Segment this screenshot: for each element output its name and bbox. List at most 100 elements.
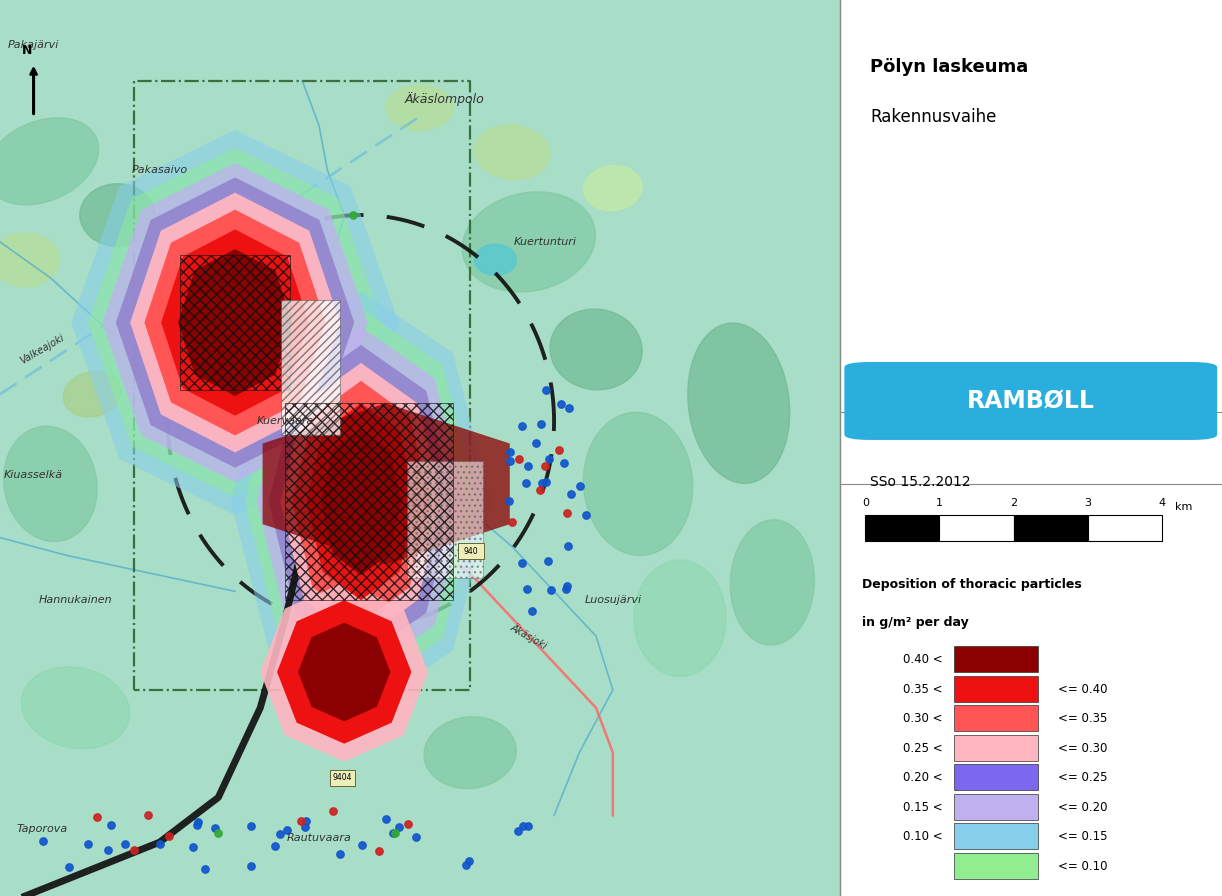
Text: Kuertunturi: Kuertunturi — [514, 237, 577, 247]
Point — [376, 812, 396, 826]
Polygon shape — [269, 345, 453, 659]
Point — [539, 452, 558, 466]
Point — [385, 826, 404, 840]
Point — [78, 837, 98, 851]
Ellipse shape — [688, 323, 789, 484]
Point — [517, 582, 536, 596]
Point — [532, 476, 551, 490]
Polygon shape — [260, 582, 428, 762]
Text: Pakajärvi: Pakajärvi — [7, 39, 60, 50]
Point — [500, 454, 519, 469]
Point — [188, 818, 208, 832]
Text: <= 0.40: <= 0.40 — [1057, 683, 1107, 695]
Text: 0.25 <: 0.25 < — [903, 742, 943, 754]
Text: 3: 3 — [1084, 498, 1091, 508]
Text: Kiuasselkä: Kiuasselkä — [4, 470, 64, 480]
Point — [323, 804, 342, 818]
Point — [530, 417, 550, 431]
Point — [241, 819, 260, 833]
Point — [555, 456, 574, 470]
Point — [513, 819, 533, 833]
Point — [551, 397, 571, 411]
Bar — [954, 705, 1039, 731]
Bar — [954, 823, 1039, 849]
Bar — [954, 735, 1039, 761]
Point — [270, 826, 290, 840]
Point — [518, 819, 538, 833]
Point — [556, 582, 576, 597]
Point — [558, 538, 578, 553]
Polygon shape — [298, 623, 390, 721]
Point — [517, 477, 536, 491]
Point — [398, 817, 418, 831]
Ellipse shape — [583, 412, 693, 556]
Ellipse shape — [64, 372, 121, 417]
Ellipse shape — [474, 244, 517, 275]
FancyBboxPatch shape — [844, 362, 1217, 440]
Point — [370, 844, 390, 858]
Text: 940: 940 — [463, 547, 478, 556]
Polygon shape — [407, 461, 483, 578]
Ellipse shape — [634, 560, 726, 676]
Bar — [1013, 514, 1088, 541]
Bar — [865, 514, 940, 541]
Point — [101, 818, 121, 832]
Text: Äkäslompolo: Äkäslompolo — [404, 91, 485, 106]
Point — [557, 579, 577, 593]
Text: 0.40 <: 0.40 < — [903, 653, 943, 666]
Point — [331, 847, 351, 861]
Text: RAMBØLL: RAMBØLL — [967, 389, 1095, 413]
Bar — [954, 646, 1039, 672]
Point — [98, 843, 117, 857]
Text: 0.20 <: 0.20 < — [903, 771, 943, 784]
Point — [576, 508, 595, 522]
Text: <= 0.20: <= 0.20 — [1057, 801, 1107, 814]
Point — [183, 840, 203, 854]
Ellipse shape — [4, 426, 98, 541]
Polygon shape — [116, 177, 354, 468]
Point — [205, 821, 225, 835]
Point — [406, 830, 425, 844]
Text: <= 0.15: <= 0.15 — [1057, 831, 1107, 843]
Point — [571, 478, 590, 493]
Point — [530, 483, 550, 497]
Polygon shape — [178, 249, 292, 396]
Polygon shape — [277, 600, 412, 744]
Point — [291, 814, 310, 829]
Point — [150, 836, 170, 850]
Text: 1: 1 — [936, 498, 943, 508]
Point — [512, 418, 532, 433]
Bar — [458, 543, 484, 559]
Bar — [954, 676, 1039, 702]
Ellipse shape — [584, 166, 643, 211]
Text: 0: 0 — [862, 498, 869, 508]
Point — [500, 494, 519, 508]
Text: Deposition of thoracic particles: Deposition of thoracic particles — [863, 578, 1083, 591]
Polygon shape — [263, 403, 510, 564]
Point — [209, 826, 229, 840]
Polygon shape — [161, 229, 309, 416]
Ellipse shape — [0, 117, 99, 205]
Polygon shape — [246, 309, 477, 694]
Polygon shape — [231, 291, 491, 712]
Bar — [954, 794, 1039, 820]
Point — [541, 583, 561, 598]
Point — [502, 515, 522, 530]
Bar — [954, 764, 1039, 790]
Point — [536, 475, 556, 489]
Ellipse shape — [462, 192, 595, 292]
Polygon shape — [292, 381, 430, 623]
Text: Hannukainen: Hannukainen — [39, 595, 112, 606]
Text: Pölyn laskeuma: Pölyn laskeuma — [870, 58, 1029, 76]
Polygon shape — [144, 210, 326, 435]
Text: 0.30 <: 0.30 < — [903, 712, 943, 725]
Ellipse shape — [474, 125, 550, 179]
Ellipse shape — [424, 717, 516, 788]
Point — [510, 452, 529, 466]
Text: 0.15 <: 0.15 < — [903, 801, 943, 814]
Ellipse shape — [22, 667, 130, 749]
Point — [382, 826, 402, 840]
Point — [125, 842, 144, 857]
Point — [456, 858, 475, 873]
Point — [296, 821, 315, 835]
